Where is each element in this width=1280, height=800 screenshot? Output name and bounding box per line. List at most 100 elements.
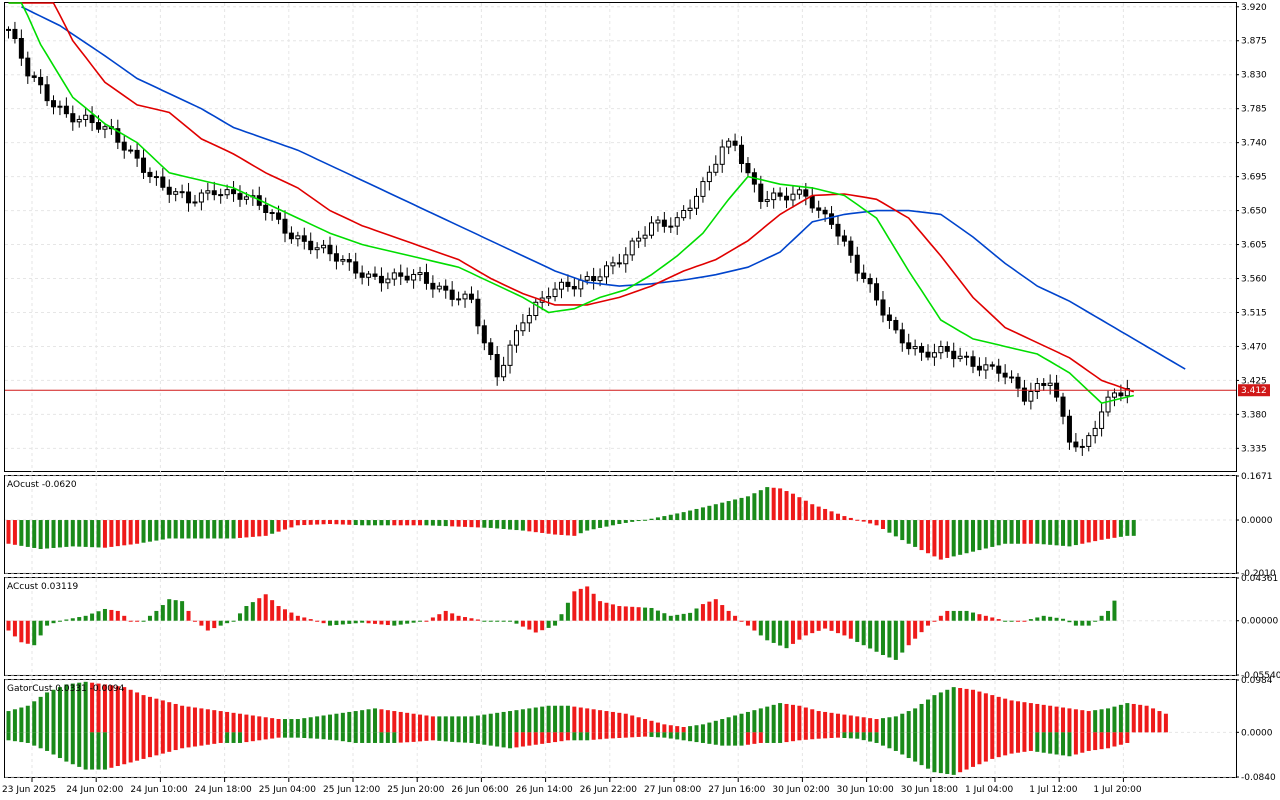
- candle-body: [462, 293, 468, 300]
- ao-bar: [745, 496, 750, 521]
- ac-bar: [636, 607, 641, 621]
- ao-bar: [83, 520, 88, 547]
- gator-lower-bar: [636, 732, 641, 737]
- gator-upper-bar: [1016, 701, 1021, 733]
- candle-body: [674, 217, 680, 227]
- price-tick-label: 3.920: [1241, 3, 1267, 13]
- gator-upper-bar: [199, 708, 204, 733]
- candle-body: [1073, 441, 1079, 448]
- gator-upper-bar: [1086, 711, 1091, 733]
- gator-lower-bar: [289, 732, 294, 738]
- ac-bar: [668, 615, 673, 621]
- time-label: 25 Jun 12:00: [323, 785, 380, 795]
- ao-bar: [623, 520, 628, 523]
- gator-lower-bar: [604, 732, 609, 739]
- gator-lower-bar: [231, 732, 236, 743]
- ao-bar: [765, 487, 770, 521]
- ac-bar: [598, 601, 603, 621]
- candle-body: [931, 352, 937, 358]
- ao-bar: [257, 520, 262, 537]
- candle-body: [970, 356, 976, 367]
- time-label: 26 Jun 06:00: [451, 785, 508, 795]
- candle-body: [436, 285, 442, 290]
- gator-lower-bar: [443, 732, 448, 742]
- ac-title: ACcust 0.03119: [7, 582, 79, 592]
- gator-lower-bar: [141, 732, 146, 759]
- gator-upper-bar: [610, 711, 615, 733]
- gator-upper-bar: [366, 709, 371, 733]
- ao-bar: [495, 520, 500, 529]
- gator-lower-bar: [630, 732, 635, 738]
- current-price-label: 3.412: [1241, 386, 1267, 396]
- gator-lower-bar: [424, 732, 429, 741]
- candle-body: [423, 272, 429, 284]
- gator-lower-bar: [257, 732, 262, 741]
- ac-bar: [276, 606, 281, 621]
- gator-lower-bar: [437, 732, 442, 741]
- ao-bar: [585, 520, 590, 531]
- candle-body: [771, 192, 777, 201]
- gator-upper-bar: [128, 689, 133, 733]
- ao-bar: [115, 520, 120, 547]
- gator-lower-bar: [585, 732, 590, 741]
- gator-lower-bar: [19, 732, 24, 743]
- price-tick-label: 3.740: [1241, 139, 1267, 149]
- gator-lower-bar: [482, 732, 487, 745]
- gator-upper-bar: [1022, 702, 1027, 733]
- ac-bar: [32, 620, 37, 646]
- ao-bar: [604, 520, 609, 527]
- gator-lower-bar: [192, 732, 197, 747]
- gator-lower-bar: [713, 732, 718, 745]
- ao-bar: [488, 520, 493, 528]
- candle-body: [571, 285, 577, 290]
- price-panel[interactable]: [4, 2, 1237, 472]
- ac-bar: [418, 620, 423, 622]
- gator-upper-bar: [540, 706, 545, 733]
- gator-upper-bar: [192, 707, 197, 733]
- ao-bar: [469, 520, 474, 528]
- gator-lower-bar: [514, 732, 519, 748]
- ao-panel[interactable]: [4, 475, 1237, 574]
- gator-upper-bar: [70, 683, 75, 733]
- gator-lower-bar: [115, 732, 120, 767]
- gator-lower-bar: [855, 732, 860, 739]
- ac-bar: [1080, 620, 1085, 626]
- ac-panel[interactable]: [4, 577, 1237, 676]
- gator-upper-bar: [739, 713, 744, 733]
- gator-lower-bar: [745, 732, 750, 745]
- gator-upper-bar: [900, 713, 905, 733]
- gator-panel[interactable]: [4, 679, 1237, 778]
- gator-lower-bar: [765, 732, 770, 743]
- ao-bar: [205, 520, 210, 539]
- candle-body: [134, 149, 140, 159]
- ao-bar: [192, 520, 197, 539]
- gator-lower-bar: [276, 732, 281, 738]
- gator-lower-bar: [932, 732, 937, 773]
- gator-upper-bar: [765, 706, 770, 733]
- candle-body: [822, 209, 828, 215]
- gator-upper-bar: [630, 715, 635, 733]
- gator-lower-bar: [302, 732, 307, 739]
- gator-upper-bar: [379, 709, 384, 733]
- gator-upper-bar: [102, 684, 107, 733]
- ac-bar: [315, 620, 320, 622]
- gator-upper-bar: [160, 700, 165, 733]
- ac-bar: [501, 620, 506, 622]
- time-label: 26 Jun 22:00: [580, 785, 637, 795]
- gator-lower-bar: [784, 732, 789, 743]
- gator-upper-bar: [778, 703, 783, 733]
- ao-bar: [418, 520, 423, 526]
- gator-upper-bar: [231, 712, 236, 733]
- ac-bar: [360, 620, 365, 623]
- ao-bar: [958, 520, 963, 555]
- gator-lower-bar: [906, 732, 911, 759]
- ac-bar: [1099, 615, 1104, 621]
- time-label: 26 Jun 14:00: [516, 785, 573, 795]
- ac-bar: [565, 602, 570, 621]
- ao-bar: [1054, 520, 1059, 546]
- candle-body: [1002, 372, 1008, 378]
- ao-bar: [218, 520, 223, 539]
- ao-bar: [1009, 520, 1014, 544]
- ao-bar: [835, 513, 840, 521]
